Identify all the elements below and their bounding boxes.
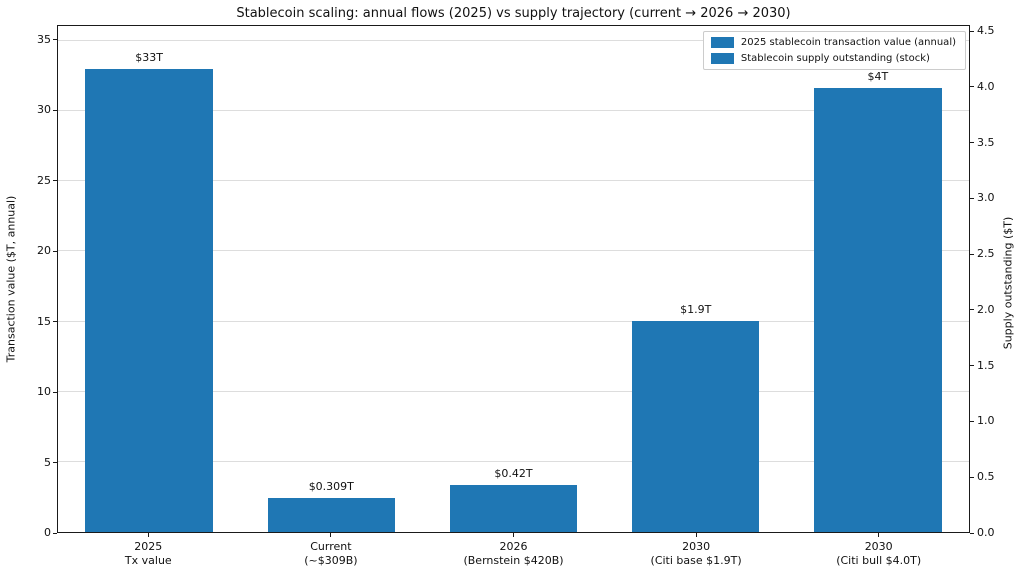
right-tick-mark xyxy=(970,253,974,255)
legend: 2025 stablecoin transaction value (annua… xyxy=(702,31,966,70)
gridline xyxy=(58,460,969,462)
x-tick-label: Current (~$309B) xyxy=(304,540,358,567)
bar-2030 xyxy=(814,87,942,532)
bar-2030 xyxy=(631,320,760,532)
right-tick-mark xyxy=(970,420,974,422)
right-tick-mark xyxy=(970,30,974,32)
gridline xyxy=(58,110,969,112)
legend-label-tx-value: 2025 stablecoin transaction value (annua… xyxy=(740,37,956,48)
left-tick-label: 0 xyxy=(44,526,51,539)
legend-swatch-tx-value xyxy=(710,37,734,48)
x-tick-mark xyxy=(695,533,697,537)
left-tick-mark xyxy=(53,109,57,111)
right-tick-label: 1.5 xyxy=(977,358,995,372)
gridline xyxy=(58,39,969,41)
left-tick-mark xyxy=(53,532,57,534)
right-tick-mark xyxy=(970,197,974,199)
bar-value-label: $1.9T xyxy=(680,302,712,316)
left-tick-label: 20 xyxy=(37,244,51,258)
right-axis-label: Supply outstanding ($T) xyxy=(1001,216,1015,350)
gridline xyxy=(58,250,969,252)
right-tick-label: 3.5 xyxy=(977,135,995,149)
left-tick-label: 30 xyxy=(37,103,51,117)
left-tick-label: 5 xyxy=(44,455,51,469)
right-tick-mark xyxy=(970,142,974,144)
bar-value-label: $0.42T xyxy=(494,467,533,481)
right-tick-label: 1.0 xyxy=(977,414,995,428)
left-tick-mark xyxy=(53,391,57,393)
right-tick-label: 3.0 xyxy=(977,191,995,205)
left-axis-label: Transaction value ($T, annual) xyxy=(4,195,18,363)
x-tick-label: 2030 (Citi base $1.9T) xyxy=(650,540,742,567)
gridline xyxy=(58,180,969,182)
right-tick-label: 2.0 xyxy=(977,302,995,316)
x-tick-label: 2026 (Bernstein $420B) xyxy=(463,540,564,567)
left-tick-mark xyxy=(53,180,57,182)
x-tick-mark xyxy=(513,533,514,537)
legend-label-supply: Stablecoin supply outstanding (stock) xyxy=(740,53,930,64)
bar-value-label: $4T xyxy=(867,69,889,83)
right-tick-mark xyxy=(970,86,974,88)
x-tick-mark xyxy=(147,533,149,537)
left-tick-mark xyxy=(53,321,57,323)
bar-2025 xyxy=(85,68,213,532)
right-tick-label: 0.5 xyxy=(977,470,995,484)
right-tick-label: 4.5 xyxy=(977,24,995,38)
chart-title: Stablecoin scaling: annual flows (2025) … xyxy=(236,6,791,21)
right-tick-label: 2.5 xyxy=(977,247,995,261)
left-tick-mark xyxy=(53,39,57,41)
plot-area: $33T $0.309T $0.42T $1.9T $4T xyxy=(57,25,970,533)
gridline xyxy=(58,320,969,322)
x-tick-label: 2030 (Citi bull $4.0T) xyxy=(836,540,922,567)
gridline xyxy=(58,390,969,392)
right-tick-mark xyxy=(970,309,974,311)
right-tick-label: 4.0 xyxy=(977,79,995,93)
legend-item-supply: Stablecoin supply outstanding (stock) xyxy=(710,53,956,64)
right-tick-mark xyxy=(970,532,974,534)
left-tick-mark xyxy=(53,462,57,464)
x-tick-mark xyxy=(330,533,332,537)
right-tick-label: 0.0 xyxy=(977,526,995,539)
left-tick-mark xyxy=(53,250,57,252)
bar-value-label: $33T xyxy=(135,50,163,64)
left-tick-label: 15 xyxy=(37,314,51,328)
left-tick-label: 25 xyxy=(37,173,51,187)
right-tick-mark xyxy=(970,365,974,367)
x-tick-label: 2025 Tx value xyxy=(124,540,172,567)
bar-value-label: $0.309T xyxy=(308,479,354,493)
legend-swatch-supply xyxy=(710,53,734,64)
bar-2026 xyxy=(449,485,578,532)
bar-current xyxy=(267,497,396,532)
right-tick-mark xyxy=(970,476,974,478)
x-tick-mark xyxy=(878,533,880,537)
legend-item-tx-value: 2025 stablecoin transaction value (annua… xyxy=(710,37,956,48)
left-tick-label: 35 xyxy=(37,32,51,46)
left-tick-label: 10 xyxy=(37,385,51,399)
